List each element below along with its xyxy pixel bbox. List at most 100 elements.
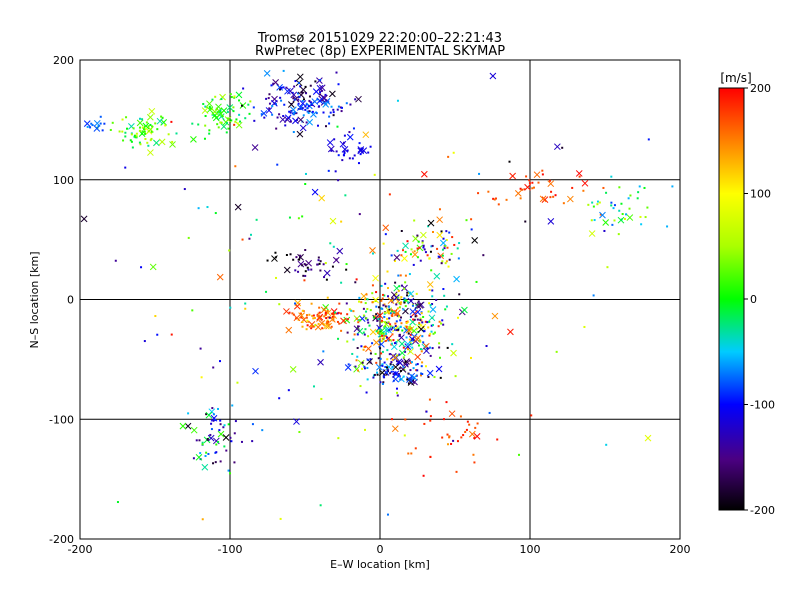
- data-point-dot: [643, 186, 646, 189]
- data-point-dot: [428, 288, 431, 291]
- data-point-dot: [290, 109, 293, 112]
- data-point-dot: [393, 342, 396, 345]
- data-point-cross: [461, 306, 468, 314]
- data-point-dot: [386, 309, 389, 312]
- data-point-dot: [423, 422, 426, 425]
- data-point-dot: [367, 321, 370, 324]
- data-point-dot: [310, 327, 313, 330]
- data-point-dot: [260, 113, 263, 116]
- data-point-dot: [368, 324, 371, 327]
- data-point-dot: [360, 345, 363, 348]
- data-point-dot: [426, 347, 429, 350]
- data-point-dot: [363, 367, 366, 370]
- data-point-dot: [230, 119, 233, 122]
- data-point-dot: [361, 361, 364, 364]
- data-point-dot: [340, 110, 343, 113]
- data-point-dot: [251, 440, 254, 443]
- data-point-dot: [410, 343, 413, 346]
- data-point-dot: [288, 110, 291, 113]
- colorbar-ticks: 200 100 0 -100 -200: [744, 82, 775, 517]
- data-point-dot: [307, 268, 310, 271]
- data-point-dot: [400, 229, 403, 232]
- data-point-dot: [420, 365, 423, 368]
- data-point-dot: [523, 188, 526, 191]
- data-point-cross: [448, 410, 456, 418]
- data-point-dot: [441, 248, 444, 251]
- data-point-dot: [409, 333, 412, 336]
- data-point-dot: [336, 125, 339, 128]
- data-point-dot: [381, 334, 384, 337]
- data-point-dot: [331, 315, 334, 318]
- data-point-cross: [575, 170, 583, 177]
- x-tick-label: 0: [377, 543, 384, 556]
- data-point-dot: [411, 339, 414, 342]
- data-point-dot: [382, 381, 385, 384]
- data-point-dot: [147, 125, 150, 128]
- data-point-cross: [310, 111, 317, 118]
- data-point-dot: [302, 274, 305, 277]
- data-point-cross: [251, 144, 259, 151]
- data-point-cross: [83, 120, 91, 127]
- data-point-dot: [636, 197, 639, 200]
- data-point-dot: [431, 244, 434, 247]
- data-point-dot: [373, 373, 376, 376]
- data-point-cross: [326, 139, 334, 146]
- data-point-cross: [507, 328, 514, 336]
- plot-area: -200 -100 0 100 200 -200 -100 0 100 200: [49, 54, 690, 556]
- data-point-dot: [401, 249, 404, 252]
- data-point-dot: [410, 248, 413, 251]
- data-point-dot: [377, 357, 380, 360]
- data-point-dot: [383, 361, 386, 364]
- data-point-cross: [272, 79, 279, 86]
- data-point-dot: [582, 189, 585, 192]
- data-point-dot: [596, 203, 599, 206]
- data-point-dot: [205, 106, 208, 109]
- data-point-dot: [99, 122, 102, 125]
- data-point-cross: [299, 100, 307, 107]
- data-point-dot: [408, 359, 411, 362]
- data-point-cross: [436, 231, 444, 239]
- data-point-dot: [426, 254, 429, 257]
- data-point-dot: [197, 123, 200, 126]
- data-point-dot: [210, 422, 213, 425]
- data-point-dot: [299, 254, 302, 257]
- data-point-dot: [578, 175, 581, 178]
- data-point-dot: [413, 219, 416, 222]
- data-point-dot: [391, 366, 394, 369]
- data-point-dot: [422, 474, 425, 477]
- data-point-dot: [209, 433, 212, 436]
- data-point-dot: [228, 249, 231, 252]
- data-point-dot: [332, 313, 335, 316]
- data-point-dot: [525, 175, 528, 178]
- data-point-dot: [322, 111, 325, 114]
- data-point-dot: [266, 259, 269, 262]
- data-point-dot: [133, 134, 136, 137]
- data-point-dot: [439, 356, 442, 359]
- data-point-dot: [138, 117, 141, 120]
- data-point-dot: [405, 322, 408, 325]
- data-point-dot: [284, 124, 287, 127]
- data-point-dot: [394, 260, 397, 263]
- data-point-dot: [644, 216, 647, 219]
- data-point-cross: [420, 170, 428, 178]
- data-point-cross: [378, 369, 386, 377]
- data-point-dot: [446, 433, 449, 436]
- data-point-dot: [381, 307, 384, 310]
- data-point-dot: [317, 322, 320, 325]
- y-axis-ticks: -200 -100 0 100 200: [49, 54, 74, 546]
- data-point-dot: [332, 317, 335, 320]
- data-point-dot: [156, 128, 159, 131]
- colorbar-gradient: [718, 87, 745, 511]
- data-point-dot: [406, 291, 409, 294]
- data-point-dot: [229, 436, 232, 439]
- data-point-dot: [211, 113, 214, 116]
- data-point-dot: [384, 311, 387, 314]
- data-point-dot: [403, 297, 406, 300]
- data-point-dot: [317, 256, 320, 259]
- data-point-cross: [391, 425, 399, 433]
- data-point-dot: [304, 108, 307, 111]
- data-point-dot: [187, 236, 190, 239]
- data-point-dot: [396, 99, 399, 102]
- data-point-dot: [369, 361, 372, 364]
- data-point-cross: [416, 302, 424, 309]
